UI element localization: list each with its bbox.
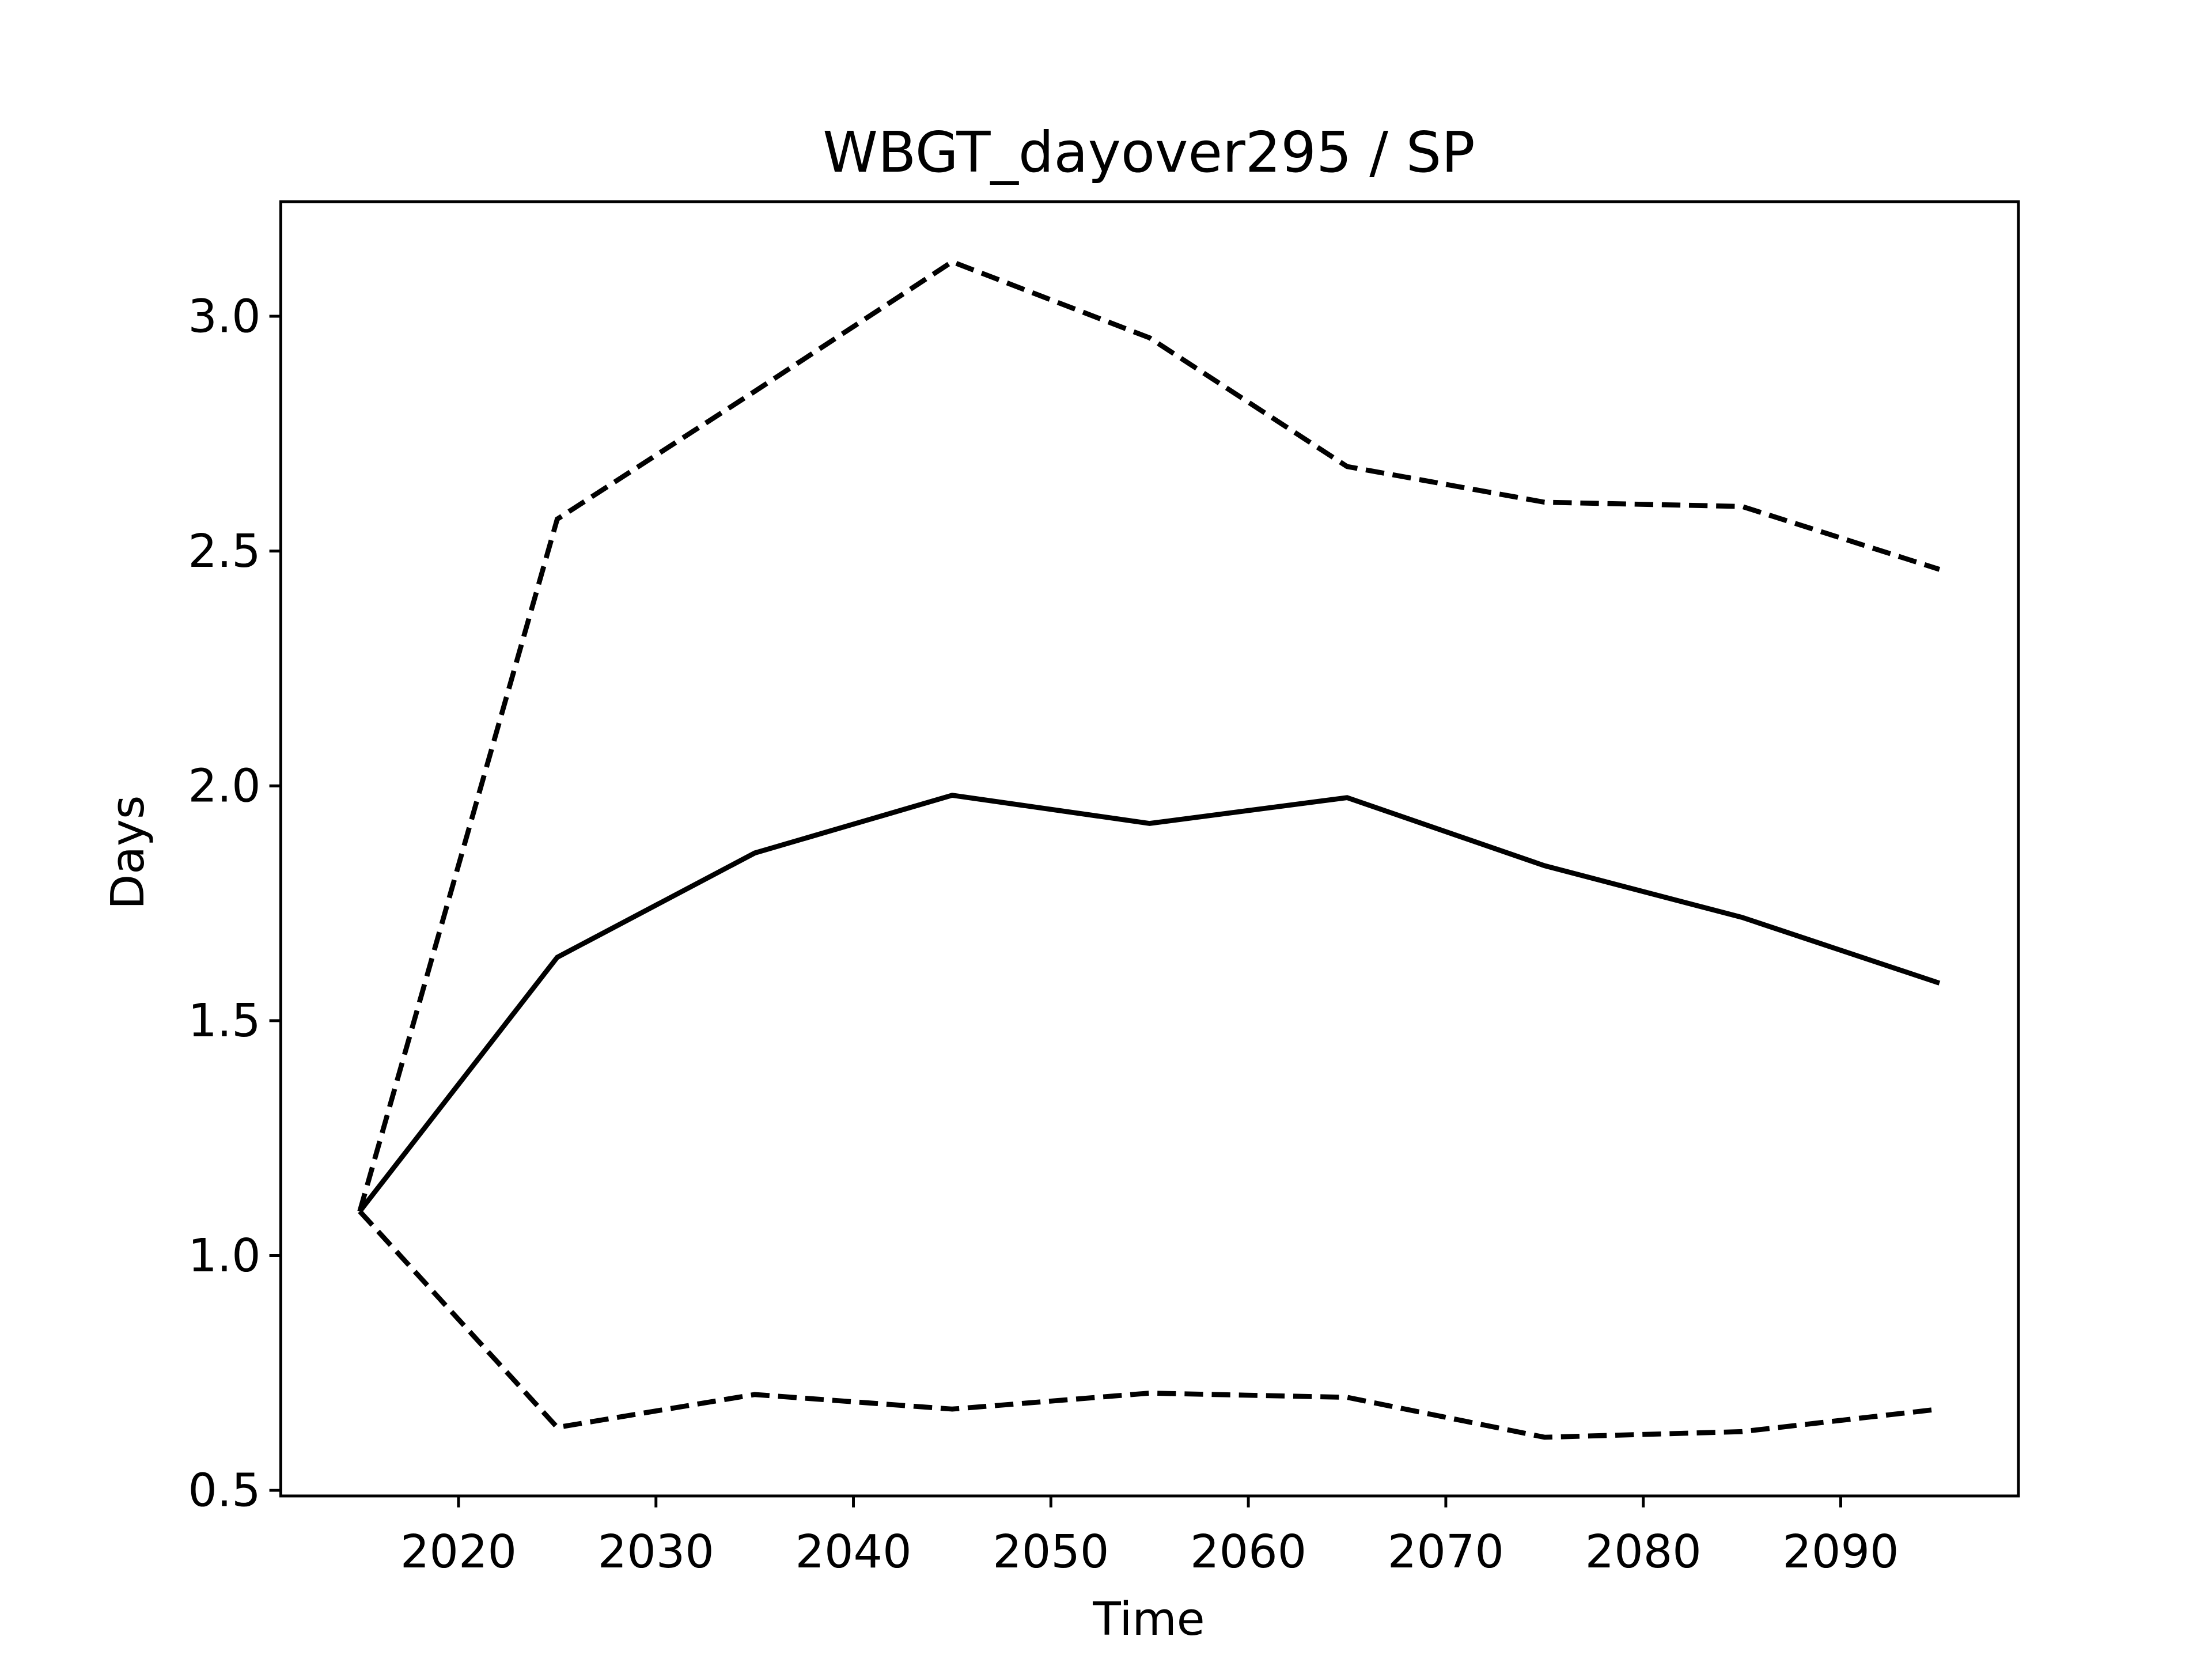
x-tick-label: 2020 xyxy=(400,1525,517,1578)
x-axis-label: Time xyxy=(1092,1592,1205,1646)
line-series xyxy=(357,259,1941,1213)
plot-frame xyxy=(279,200,2020,1498)
y-tick-label: 2.0 xyxy=(188,759,260,813)
x-tick-label: 2040 xyxy=(795,1525,911,1578)
x-tick-label: 2050 xyxy=(993,1525,1109,1578)
x-tick-label: 2080 xyxy=(1585,1525,1702,1578)
line-series xyxy=(358,1209,1940,1440)
x-tick-label: 2060 xyxy=(1190,1525,1306,1578)
line-series xyxy=(358,793,1941,1213)
y-tick-label: 1.5 xyxy=(188,994,260,1047)
x-tick-label: 2090 xyxy=(1782,1525,1899,1578)
y-tick-label: 1.0 xyxy=(188,1229,260,1282)
y-tick-label: 2.5 xyxy=(188,524,260,578)
x-tick-label: 2070 xyxy=(1388,1525,1504,1578)
x-tick-label: 2030 xyxy=(598,1525,714,1578)
y-axis-label: Days xyxy=(101,796,154,910)
chart-title: WBGT_dayover295 / SP xyxy=(823,120,1475,185)
y-tick-label: 3.0 xyxy=(188,289,260,343)
y-tick-label: 0.5 xyxy=(188,1463,260,1517)
